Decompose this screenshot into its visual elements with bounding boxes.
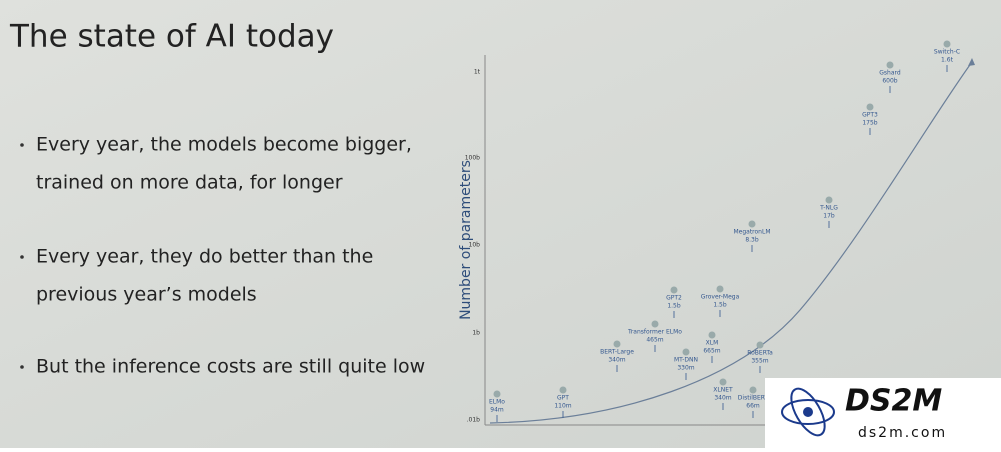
bullet-text: But the inference costs are still quite … bbox=[36, 356, 425, 378]
model-name: DistilBERT bbox=[738, 395, 769, 402]
model-size: 1.6t bbox=[941, 57, 954, 64]
model-name: MT-DNN bbox=[674, 357, 698, 364]
model-size: 600b bbox=[882, 78, 897, 85]
model-size: 665m bbox=[703, 348, 720, 355]
bullet-dot bbox=[20, 255, 24, 259]
model-size: 8.3b bbox=[745, 237, 759, 244]
model-icon bbox=[613, 340, 621, 348]
model-size: 66m bbox=[746, 403, 760, 410]
model-icon bbox=[749, 386, 757, 394]
model-name: XLNET bbox=[713, 387, 733, 394]
model-name: GPT3 bbox=[862, 112, 878, 119]
model-icon bbox=[716, 285, 724, 293]
trend-curve bbox=[489, 61, 973, 424]
y-tick-label: 100b bbox=[465, 155, 480, 162]
y-axis-label: Number of parameters bbox=[458, 160, 474, 320]
model-size: 355m bbox=[751, 358, 768, 365]
model-name: BERT-Large bbox=[600, 349, 634, 356]
model-size: 330m bbox=[677, 365, 694, 372]
model-icon bbox=[825, 196, 833, 204]
y-tick-label: 1b bbox=[472, 330, 480, 337]
model-size: 17b bbox=[823, 213, 835, 220]
model-name: XLM bbox=[706, 340, 719, 347]
watermark-site: ds2m.com bbox=[858, 425, 947, 441]
model-name: ELMo bbox=[489, 399, 505, 406]
model-icon bbox=[670, 286, 678, 294]
watermark-brand: DS2M bbox=[845, 384, 942, 419]
bullet-text: trained on more data, for longer bbox=[36, 172, 343, 194]
model-name: GPT bbox=[557, 395, 569, 402]
model-name: RoBERTa bbox=[747, 350, 773, 357]
bullet-text: Every year, they do better than the bbox=[36, 246, 373, 268]
bullet-dot bbox=[20, 365, 24, 369]
model-icon bbox=[943, 40, 951, 48]
bullet-text: Every year, the models become bigger, bbox=[36, 134, 412, 156]
model-size: 340m bbox=[714, 395, 731, 402]
y-tick-label: 1t bbox=[474, 69, 481, 76]
model-size: 1.5b bbox=[713, 302, 727, 309]
model-icon bbox=[708, 331, 716, 339]
slide-title: The state of AI today bbox=[9, 19, 334, 55]
model-name: T-NLG bbox=[819, 205, 838, 212]
logo-orbit bbox=[790, 387, 826, 437]
model-icon bbox=[682, 348, 690, 356]
model-size: 465m bbox=[646, 337, 663, 344]
model-name: Switch-C bbox=[934, 49, 960, 56]
watermark: DS2M ds2m.com bbox=[765, 378, 1001, 448]
model-icon bbox=[493, 390, 501, 398]
model-size: 175b bbox=[862, 120, 877, 127]
model-icon bbox=[719, 378, 727, 386]
y-tick-label: .01b bbox=[467, 417, 481, 424]
logo-core bbox=[803, 407, 813, 417]
bullets: Every year, the models become bigger, tra… bbox=[20, 134, 425, 378]
model-name: Grover-Mega bbox=[701, 294, 740, 301]
model-icon bbox=[651, 320, 659, 328]
model-icon bbox=[866, 103, 874, 111]
model-size: 110m bbox=[554, 403, 571, 410]
model-size: 94m bbox=[490, 407, 504, 414]
bullet-dot bbox=[20, 143, 24, 147]
arrow-head bbox=[968, 58, 975, 66]
model-icon bbox=[886, 61, 894, 69]
model-name: GPT2 bbox=[666, 295, 682, 302]
model-size: 340m bbox=[608, 357, 625, 364]
y-tick-label: 10b bbox=[469, 242, 481, 249]
model-size: 1.5b bbox=[667, 303, 681, 310]
model-icon bbox=[756, 341, 764, 349]
logo-orbit bbox=[781, 399, 835, 425]
model-name: MegatronLM bbox=[733, 229, 770, 236]
model-icon bbox=[559, 386, 567, 394]
model-name: Gshard bbox=[879, 70, 901, 77]
model-icon bbox=[748, 220, 756, 228]
model-name: Transformer ELMo bbox=[627, 329, 682, 336]
bullet-text: previous year’s models bbox=[36, 284, 257, 306]
